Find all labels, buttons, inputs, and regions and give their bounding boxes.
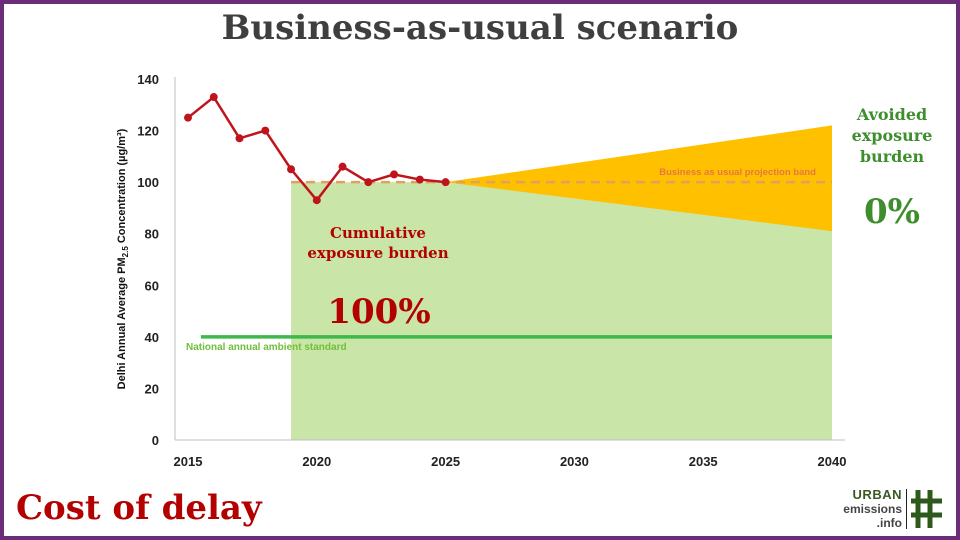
cumulative-burden-area xyxy=(291,182,832,440)
y-tick-label: 80 xyxy=(145,227,159,242)
x-tick-label: 2025 xyxy=(431,454,460,469)
observed-data-point xyxy=(209,93,218,102)
y-tick-label: 140 xyxy=(137,72,159,87)
observed-data-point xyxy=(261,126,270,135)
x-tick-label: 2035 xyxy=(689,454,718,469)
logo-line2: emissions xyxy=(843,502,902,516)
observed-data-point xyxy=(184,113,192,122)
cumulative-burden-label: Cumulative exposure burden xyxy=(307,224,448,262)
y-tick-label: 120 xyxy=(137,124,159,139)
observed-data-point xyxy=(415,175,424,184)
y-tick-label: 0 xyxy=(152,433,159,448)
slide-title: Business-as-usual scenario xyxy=(221,8,739,48)
observed-data-point xyxy=(390,170,399,179)
y-tick-label: 40 xyxy=(145,330,159,345)
y-tick-label: 20 xyxy=(145,381,159,396)
observed-data-point xyxy=(364,178,373,187)
x-tick-label: 2020 xyxy=(302,454,331,469)
y-tick-label: 100 xyxy=(137,175,159,190)
x-tick-label: 2015 xyxy=(174,454,203,469)
avoided-burden-value: 0% xyxy=(864,192,920,232)
cumulative-burden-value: 100% xyxy=(327,292,430,332)
y-axis-title: Delhi Annual Average PM2.5 Concentration… xyxy=(116,128,130,389)
cost-of-delay-label: Cost of delay xyxy=(16,488,262,528)
projection-band xyxy=(445,125,832,232)
logo-line3: .info xyxy=(876,516,902,530)
observed-data-point xyxy=(338,162,347,171)
y-tick-label: 60 xyxy=(145,278,159,293)
observed-data-point xyxy=(287,165,296,174)
x-tick-label: 2030 xyxy=(560,454,589,469)
projection-band-overlap xyxy=(445,182,832,232)
national-standard-label: National annual ambient standard xyxy=(186,342,347,353)
grid-logo-icon xyxy=(906,489,942,529)
projection-band-label: Business as usual projection band xyxy=(659,167,816,178)
avoided-burden-label: Avoided exposure burden xyxy=(851,105,933,166)
observed-data-point xyxy=(441,178,450,187)
logo-line1: URBAN xyxy=(852,487,902,502)
observed-data-point xyxy=(312,196,321,205)
observed-data-point xyxy=(235,134,244,143)
urban-emissions-logo: URBAN emissions .info xyxy=(838,488,950,530)
x-tick-label: 2040 xyxy=(818,454,847,469)
